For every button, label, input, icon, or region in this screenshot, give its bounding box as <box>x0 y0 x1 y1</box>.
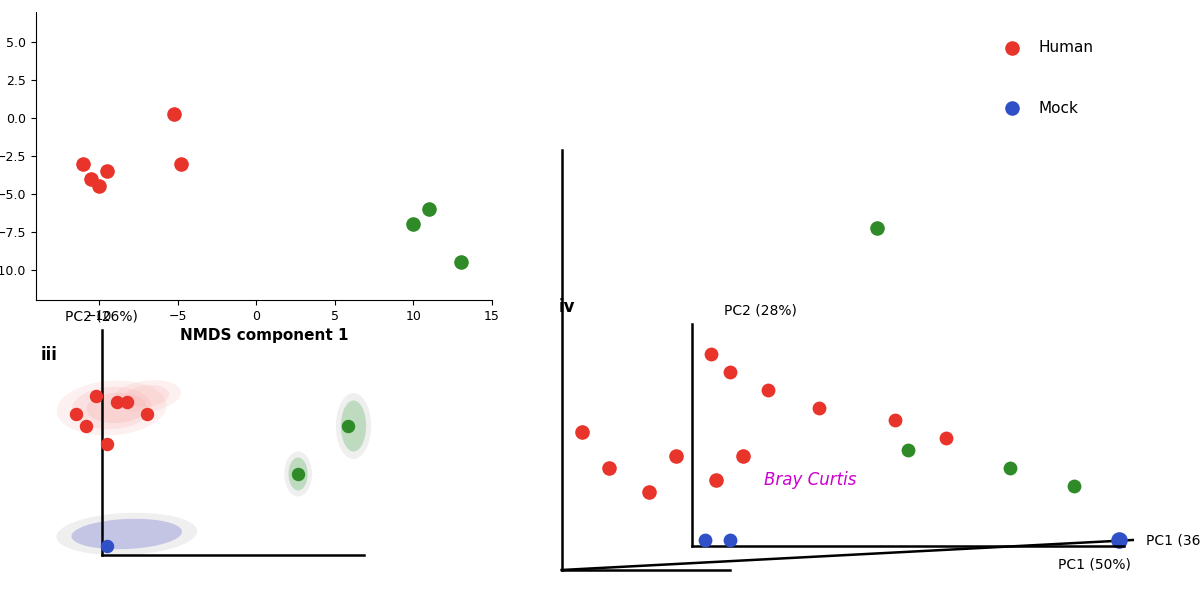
X-axis label: NMDS component 1: NMDS component 1 <box>180 328 348 343</box>
Point <box>599 463 618 473</box>
Point <box>172 159 191 169</box>
Point <box>886 415 905 425</box>
Text: iii: iii <box>41 346 58 364</box>
Point <box>1110 535 1129 545</box>
Text: PC1 (36%): PC1 (36%) <box>1146 533 1200 547</box>
Point <box>118 397 137 407</box>
Point <box>403 220 422 229</box>
Point <box>1064 481 1084 491</box>
Point <box>77 421 96 431</box>
Point <box>164 109 184 118</box>
Point <box>67 409 86 419</box>
Ellipse shape <box>336 393 371 459</box>
Ellipse shape <box>341 401 366 451</box>
Point <box>86 391 106 401</box>
Point <box>73 159 92 169</box>
Text: PC2 (26%): PC2 (26%) <box>65 310 138 324</box>
Point <box>97 541 116 551</box>
Ellipse shape <box>56 513 197 555</box>
Point <box>1001 463 1020 473</box>
Point <box>720 535 739 545</box>
Point <box>640 487 659 497</box>
Point <box>937 433 956 443</box>
Text: PC1 (50%): PC1 (50%) <box>1058 558 1130 572</box>
Point <box>758 385 778 395</box>
Ellipse shape <box>72 519 182 549</box>
Point <box>572 427 592 437</box>
Point <box>810 403 829 413</box>
Ellipse shape <box>72 387 151 429</box>
Point <box>97 439 116 449</box>
Ellipse shape <box>125 385 169 407</box>
Point <box>89 182 108 191</box>
Point <box>82 174 101 184</box>
Point <box>338 421 358 431</box>
Point <box>701 349 720 359</box>
Point <box>666 451 685 461</box>
Point <box>1002 43 1021 53</box>
Ellipse shape <box>288 457 307 491</box>
Point <box>137 409 156 419</box>
Text: iv: iv <box>558 298 575 316</box>
Point <box>1002 103 1021 113</box>
Text: Human: Human <box>1039 40 1093 55</box>
Ellipse shape <box>284 451 312 497</box>
Point <box>97 166 116 176</box>
Point <box>107 397 126 407</box>
Point <box>451 257 470 267</box>
Ellipse shape <box>56 380 167 436</box>
Point <box>733 451 752 461</box>
Point <box>420 204 439 214</box>
Ellipse shape <box>86 393 146 423</box>
Point <box>720 367 739 377</box>
Point <box>695 535 714 545</box>
Point <box>707 475 726 485</box>
Ellipse shape <box>113 380 181 412</box>
Point <box>899 445 918 455</box>
Text: PC2 (28%): PC2 (28%) <box>724 304 797 318</box>
Point <box>288 469 307 479</box>
Text: Mock: Mock <box>1039 101 1079 115</box>
Point <box>868 223 887 233</box>
Text: Bray Curtis: Bray Curtis <box>764 471 857 489</box>
